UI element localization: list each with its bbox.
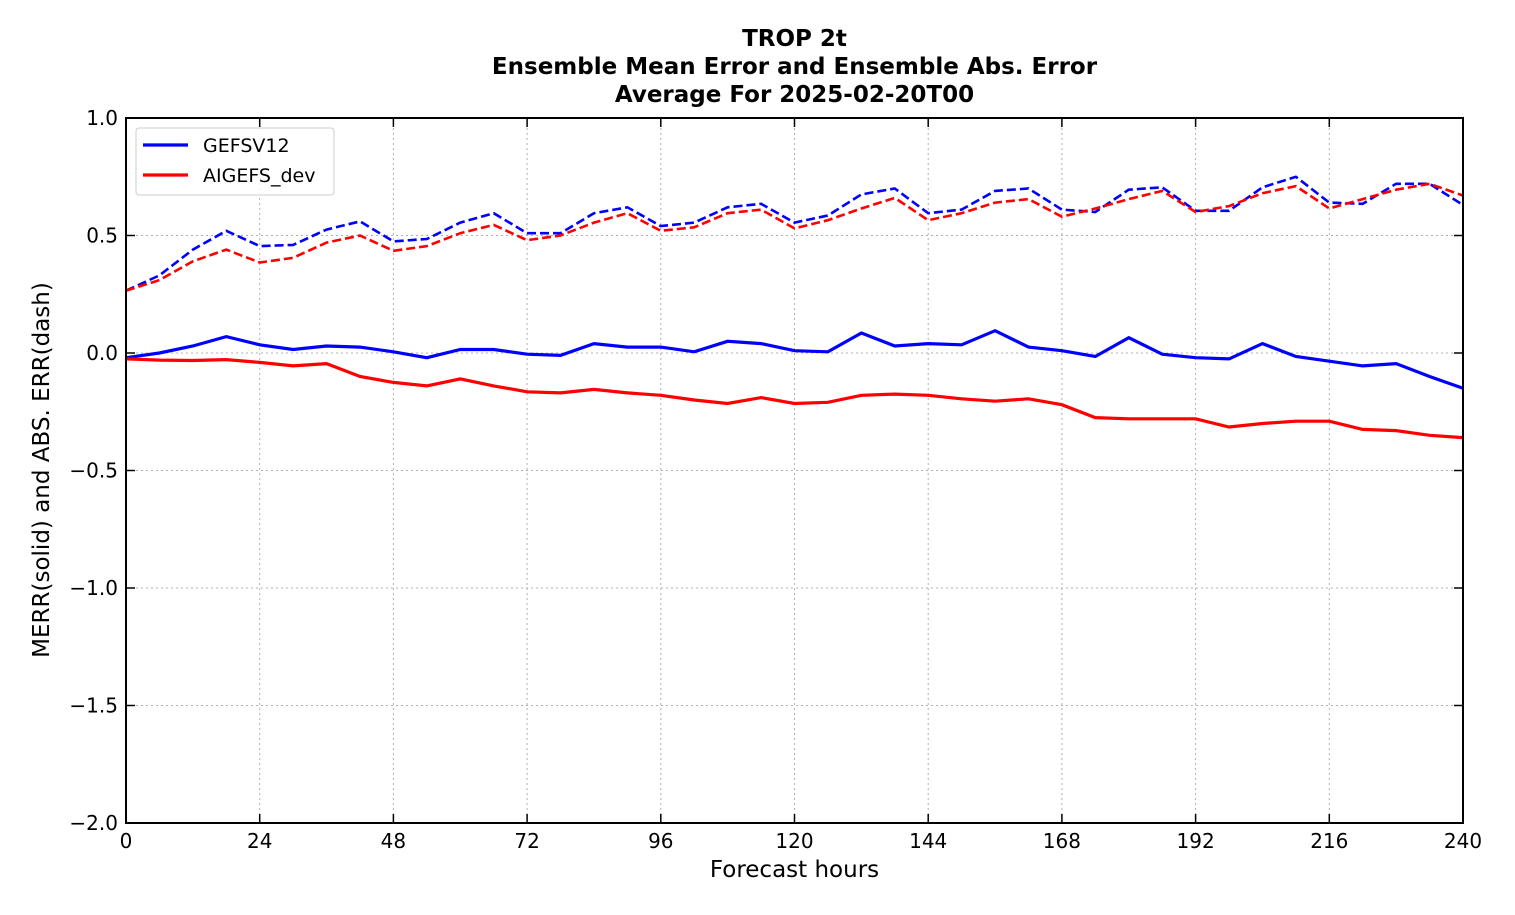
legend-label-aigefs-dev: AIGEFS_dev [203, 165, 315, 187]
legend-label-gefsv12: GEFSV12 [203, 135, 290, 157]
chart-title-line-3: Average For 2025-02-20T00 [614, 82, 975, 108]
gefsv12-abs-err-line [125, 175, 1464, 292]
axis-ticks: 0 24 48 72 96 120 144 168 192 216 240 1.0 0.5 0.0 −0.5… [69, 106, 1482, 853]
y-tick-label: −1.0 [69, 576, 118, 600]
y-tick-label: 0.5 [86, 224, 118, 248]
x-tick-label: 168 [1043, 829, 1081, 853]
x-tick-label: 216 [1310, 829, 1348, 853]
aigefs-dev-abs-err-line [125, 182, 1464, 292]
chart-title-line-1: TROP 2t [742, 26, 847, 52]
x-tick-label: 240 [1444, 829, 1482, 853]
x-tick-label: 72 [514, 829, 539, 853]
x-tick-label: 24 [247, 829, 272, 853]
x-tick-label: 144 [909, 829, 947, 853]
y-tick-label: −0.5 [69, 459, 118, 483]
x-tick-label: 192 [1177, 829, 1215, 853]
x-tick-label: 0 [120, 829, 133, 853]
chart-title-line-2: Ensemble Mean Error and Ensemble Abs. Er… [491, 54, 1098, 80]
x-tick-label: 120 [775, 829, 813, 853]
legend: GEFSV12 AIGEFS_dev [135, 127, 335, 196]
y-tick-label: −1.5 [69, 694, 118, 718]
y-axis-label: MERR(solid) and ABS. ERR(dash) [29, 282, 55, 658]
x-tick-label: 48 [381, 829, 406, 853]
y-tick-label: −2.0 [69, 811, 118, 835]
x-tick-label: 96 [648, 829, 673, 853]
aigefs-dev-merr-line [125, 357, 1464, 440]
series-lines [125, 175, 1464, 440]
gefsv12-merr-line [125, 328, 1464, 390]
x-axis-label: Forecast hours [709, 857, 880, 883]
y-tick-label: 0.0 [86, 341, 118, 365]
y-tick-label: 1.0 [86, 106, 118, 130]
